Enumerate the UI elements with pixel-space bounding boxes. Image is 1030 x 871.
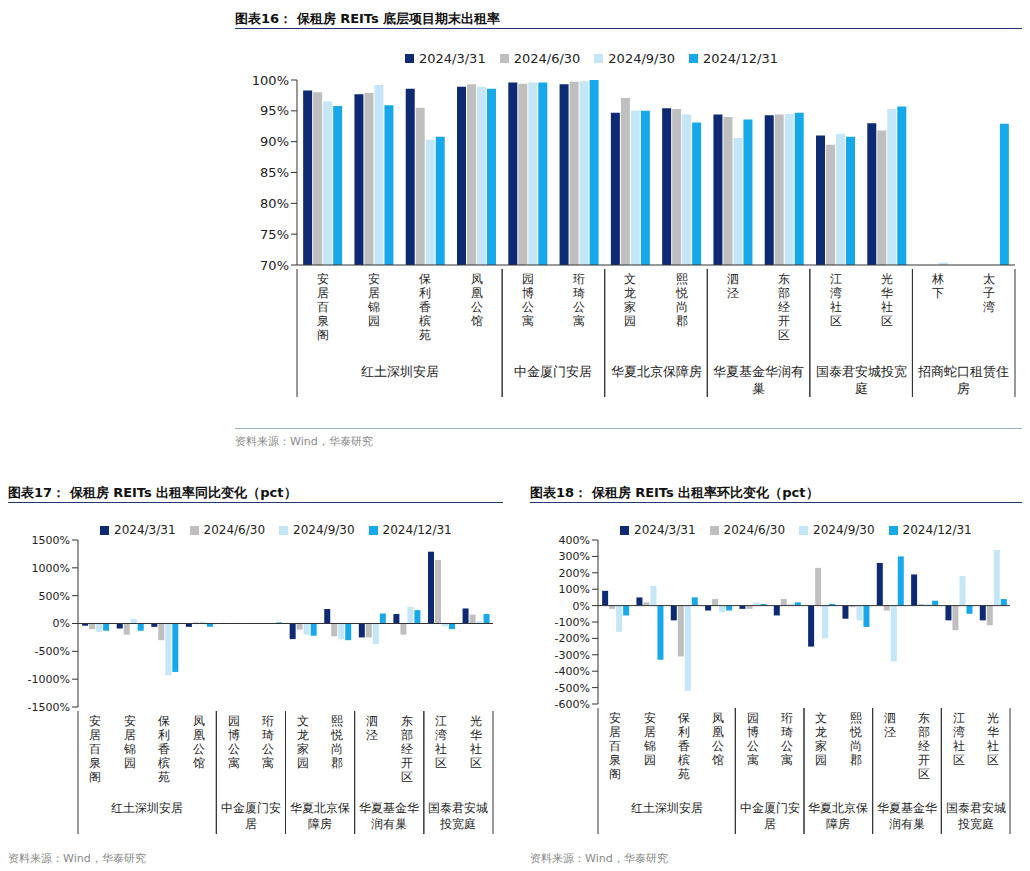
svg-text:中金厦门安居: 中金厦门安居 xyxy=(514,364,592,379)
svg-text:太子湾: 太子湾 xyxy=(983,272,995,314)
html-text:图表18： 保租房 REITs 出租率环比变化（pct）: 图表18： 保租房 REITs 出租率环比变化（pct） xyxy=(530,485,819,500)
svg-text:凤凰公馆: 凤凰公馆 xyxy=(470,272,483,328)
svg-text:东部经开区: 东部经开区 xyxy=(778,272,790,342)
svg-text:红土深圳安居: 红土深圳安居 xyxy=(111,801,183,815)
svg-text:200%: 200% xyxy=(559,567,590,580)
svg-text:85%: 85% xyxy=(260,165,289,180)
html-text:2024/12/31: 2024/12/31 xyxy=(382,523,452,537)
svg-text:0%: 0% xyxy=(573,600,590,613)
html-text:2024/3/31: 2024/3/31 xyxy=(114,523,176,537)
svg-text:凤凰公馆: 凤凰公馆 xyxy=(192,714,205,770)
svg-text:100%: 100% xyxy=(252,73,289,88)
svg-text:中金厦门安居: 中金厦门安居 xyxy=(740,801,800,831)
svg-text:园博公寓: 园博公寓 xyxy=(747,711,759,767)
svg-text:安居百泉阁: 安居百泉阁 xyxy=(609,711,621,781)
svg-text:招商蛇口租赁住房: 招商蛇口租赁住房 xyxy=(917,364,1009,396)
svg-text:熙悦尚郡: 熙悦尚郡 xyxy=(849,711,862,767)
svg-text:泗泾: 泗泾 xyxy=(884,711,896,739)
svg-text:1500%: 1500% xyxy=(32,534,70,547)
svg-text:0%: 0% xyxy=(53,617,70,630)
svg-text:珩琦公寓: 珩琦公寓 xyxy=(573,272,585,328)
html-text:2024/9/30: 2024/9/30 xyxy=(293,523,355,537)
svg-text:光华社区: 光华社区 xyxy=(987,711,999,767)
svg-text:文龙家园: 文龙家园 xyxy=(297,714,309,770)
svg-text:华夏基金华润有巢: 华夏基金华润有巢 xyxy=(877,801,937,831)
svg-text:红土深圳安居: 红土深圳安居 xyxy=(361,364,439,379)
svg-text:泗泾: 泗泾 xyxy=(366,714,378,742)
svg-text:安居锦园: 安居锦园 xyxy=(367,272,380,328)
svg-text:园博公寓: 园博公寓 xyxy=(228,714,240,770)
svg-text:华夏北京保障房: 华夏北京保障房 xyxy=(808,801,868,831)
svg-text:江湾社区: 江湾社区 xyxy=(830,272,842,328)
svg-text:-1500%: -1500% xyxy=(28,701,70,714)
html-text:2024/9/30: 2024/9/30 xyxy=(608,51,675,66)
svg-text:-1000%: -1000% xyxy=(28,673,70,686)
svg-text:500%: 500% xyxy=(39,590,70,603)
svg-text:华夏基金华润有巢: 华夏基金华润有巢 xyxy=(713,364,804,396)
svg-text:300%: 300% xyxy=(559,550,590,563)
html-text:2024/12/31: 2024/12/31 xyxy=(703,51,778,66)
svg-text:1000%: 1000% xyxy=(32,562,70,575)
svg-text:珩琦公寓: 珩琦公寓 xyxy=(781,711,793,767)
svg-text:70%: 70% xyxy=(260,258,289,273)
svg-text:林下: 林下 xyxy=(931,272,944,300)
svg-text:光华社区: 光华社区 xyxy=(470,714,482,770)
svg-text:文龙家园: 文龙家园 xyxy=(624,272,636,328)
svg-text:华夏北京保障房: 华夏北京保障房 xyxy=(611,364,702,379)
html-text:2024/6/30: 2024/6/30 xyxy=(723,523,786,537)
svg-text:文龙家园: 文龙家园 xyxy=(815,711,827,767)
svg-text:95%: 95% xyxy=(260,103,289,118)
html-text:2024/3/31: 2024/3/31 xyxy=(419,51,486,66)
svg-text:保利香槟苑: 保利香槟苑 xyxy=(419,272,431,342)
svg-text:-500%: -500% xyxy=(555,682,590,695)
svg-text:-600%: -600% xyxy=(555,698,590,711)
svg-text:红土深圳安居: 红土深圳安居 xyxy=(631,801,703,815)
html-text:2024/12/31: 2024/12/31 xyxy=(902,523,972,537)
svg-text:75%: 75% xyxy=(260,227,289,242)
svg-text:保利香槟苑: 保利香槟苑 xyxy=(678,711,690,781)
svg-text:珩琦公寓: 珩琦公寓 xyxy=(262,714,274,770)
svg-text:-300%: -300% xyxy=(555,649,590,662)
svg-text:凤凰公馆: 凤凰公馆 xyxy=(711,711,724,767)
svg-text:-100%: -100% xyxy=(555,616,590,629)
svg-text:安居百泉阁: 安居百泉阁 xyxy=(317,272,329,342)
svg-text:安居百泉阁: 安居百泉阁 xyxy=(89,714,101,784)
html-text:2024/6/30: 2024/6/30 xyxy=(513,51,581,66)
svg-text:-200%: -200% xyxy=(555,632,590,645)
svg-text:400%: 400% xyxy=(559,534,590,547)
svg-text:国泰君安城投宽庭: 国泰君安城投宽庭 xyxy=(816,364,907,396)
svg-text:国泰君安城投宽庭: 国泰君安城投宽庭 xyxy=(946,801,1006,831)
html-text:2024/9/30: 2024/9/30 xyxy=(813,523,875,537)
html-text:图表17： 保租房 REITs 出租率同比变化（pct）: 图表17： 保租房 REITs 出租率同比变化（pct） xyxy=(8,485,297,500)
svg-text:园博公寓: 园博公寓 xyxy=(522,272,534,328)
svg-text:光华社区: 光华社区 xyxy=(881,272,893,328)
svg-text:华夏基金华润有巢: 华夏基金华润有巢 xyxy=(359,801,419,831)
html-text:2024/3/31: 2024/3/31 xyxy=(634,523,696,537)
svg-text:-400%: -400% xyxy=(555,665,590,678)
svg-text:安居锦园: 安居锦园 xyxy=(643,711,656,767)
svg-text:80%: 80% xyxy=(260,196,289,211)
svg-text:泗泾: 泗泾 xyxy=(727,272,739,300)
svg-text:东部经开区: 东部经开区 xyxy=(401,714,413,784)
svg-text:100%: 100% xyxy=(559,583,590,596)
html-text:图表16： 保租房 REITs 底层项目期末出租率: 图表16： 保租房 REITs 底层项目期末出租率 xyxy=(235,11,501,26)
svg-text:熙悦尚郡: 熙悦尚郡 xyxy=(675,272,688,328)
svg-text:熙悦尚郡: 熙悦尚郡 xyxy=(330,714,343,770)
svg-text:安居锦园: 安居锦园 xyxy=(123,714,136,770)
svg-text:保利香槟苑: 保利香槟苑 xyxy=(158,714,170,784)
svg-text:国泰君安城投宽庭: 国泰君安城投宽庭 xyxy=(428,801,488,831)
svg-text:90%: 90% xyxy=(260,134,289,149)
svg-text:东部经开区: 东部经开区 xyxy=(918,711,930,781)
svg-text:-500%: -500% xyxy=(35,645,70,658)
svg-text:华夏北京保障房: 华夏北京保障房 xyxy=(290,801,350,831)
svg-text:江湾社区: 江湾社区 xyxy=(953,711,965,767)
html-text:2024/6/30: 2024/6/30 xyxy=(203,523,266,537)
svg-text:中金厦门安居: 中金厦门安居 xyxy=(221,801,281,831)
svg-text:江湾社区: 江湾社区 xyxy=(435,714,447,770)
html-text:资料来源：Wind，华泰研究: 资料来源：Wind，华泰研究 xyxy=(530,852,668,865)
html-text:资料来源：Wind，华泰研究: 资料来源：Wind，华泰研究 xyxy=(235,435,373,448)
html-text:资料来源：Wind，华泰研究: 资料来源：Wind，华泰研究 xyxy=(8,852,146,865)
